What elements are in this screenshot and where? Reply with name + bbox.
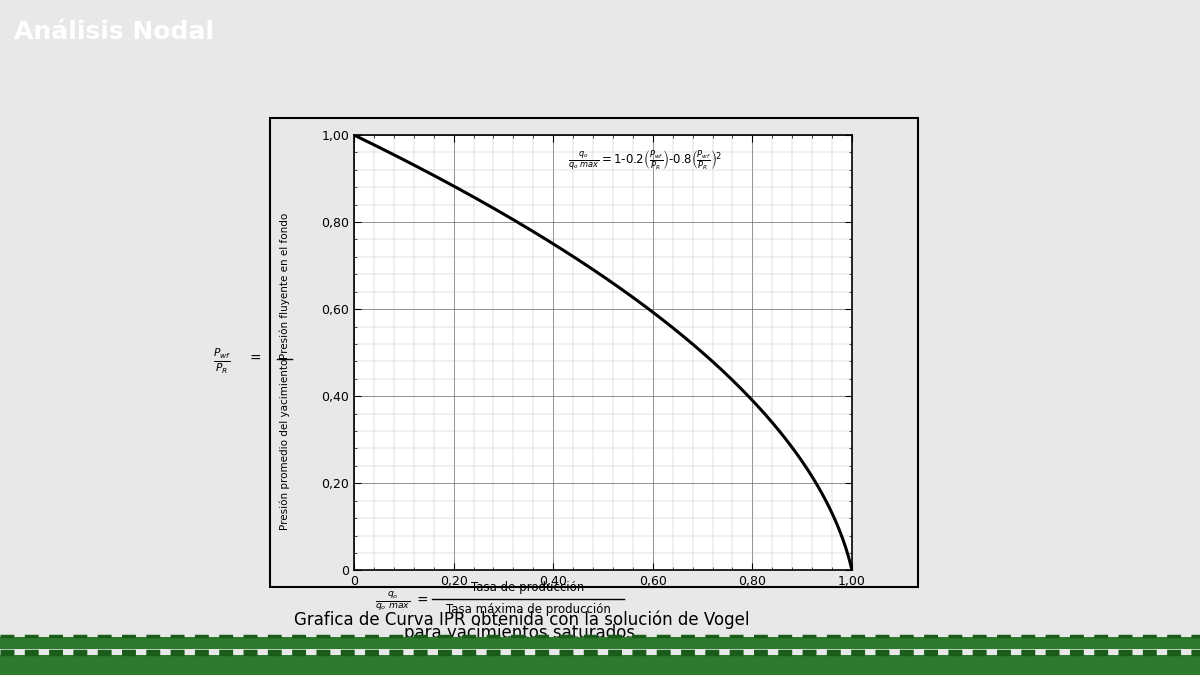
Text: $\frac{q_o}{q_o\ max}$$= 1\text{-}0.2\left(\frac{P_{wf}}{P_R}\right)\text{-}0.8\: $\frac{q_o}{q_o\ max}$$= 1\text{-}0.2\le…	[568, 148, 721, 173]
Text: Tasa máxima de producción: Tasa máxima de producción	[445, 603, 611, 616]
Text: Presión promedio del yacimiento: Presión promedio del yacimiento	[280, 359, 289, 531]
Text: Presión fluyente en el fondo: Presión fluyente en el fondo	[280, 213, 289, 359]
Text: =: =	[416, 594, 428, 608]
Text: Tasa de producción: Tasa de producción	[472, 581, 584, 594]
Text: $\frac{q_o}{q_o\ max}$: $\frac{q_o}{q_o\ max}$	[374, 591, 410, 613]
Text: Análisis Nodal: Análisis Nodal	[14, 20, 215, 44]
Text: $\frac{P_{wf}}{P_R}$: $\frac{P_{wf}}{P_R}$	[212, 346, 232, 376]
Text: Grafica de Curva IPR obtenida con la solución de Vogel: Grafica de Curva IPR obtenida con la sol…	[294, 610, 750, 629]
Text: para yacimientos saturados.: para yacimientos saturados.	[404, 624, 640, 642]
Text: =: =	[250, 352, 262, 366]
